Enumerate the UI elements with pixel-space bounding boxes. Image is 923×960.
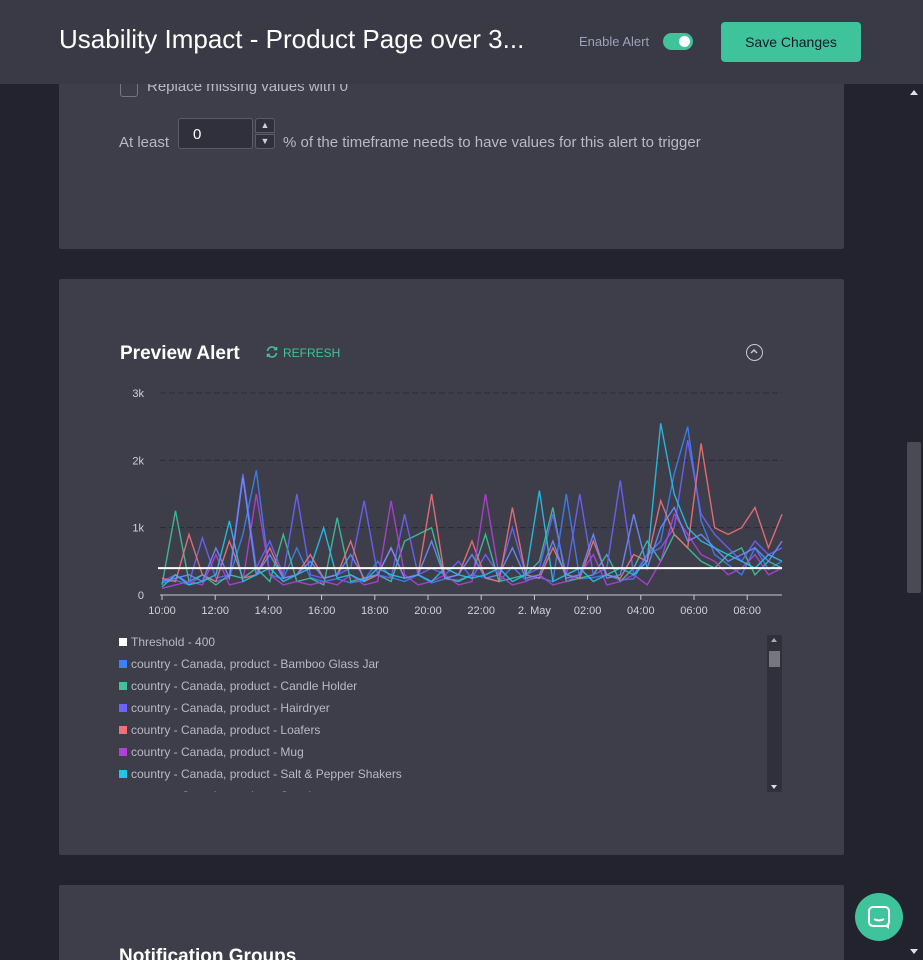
enable-alert-toggle[interactable] [663, 33, 693, 50]
legend-swatch [119, 748, 127, 756]
y-tick-label: 3k [132, 388, 144, 400]
timeframe-label: % of the timeframe needs to have values … [283, 134, 701, 151]
page-scroll-up[interactable] [910, 90, 918, 95]
series-line [161, 493, 783, 589]
preview-chart: 0 1k 2k 3k 10:00 12:00 14:00 16:00 18:00 20:00 22:… [132, 388, 783, 617]
y-tick-label: 0 [138, 590, 144, 602]
collapse-button[interactable] [746, 344, 763, 361]
at-least-input[interactable]: 0 [178, 118, 253, 149]
refresh-button[interactable]: REFRESH [265, 345, 340, 360]
x-tick-label: 16:00 [308, 605, 336, 617]
legend-swatch [119, 770, 127, 778]
legend-item[interactable]: country - Canada, product - Mug [118, 744, 783, 766]
legend-swatch [119, 704, 127, 712]
x-tick-label: 22:00 [467, 605, 495, 617]
legend-swatch [119, 660, 127, 668]
refresh-icon [266, 346, 278, 358]
x-tick-label: 02:00 [574, 605, 602, 617]
chat-launcher-button[interactable] [855, 893, 903, 941]
refresh-label: REFRESH [283, 346, 341, 360]
legend-label: country - Canada, product - Salt & Peppe… [131, 767, 402, 781]
scroll-up-arrow[interactable] [771, 638, 777, 642]
conditions-card: Replace missing values with 0 At least 0… [59, 60, 844, 249]
enable-alert-label: Enable Alert [579, 34, 650, 49]
legend-item[interactable]: country - Canada, product - Salt & Peppe… [118, 766, 783, 788]
legend-item[interactable]: country - Canada, product - Candle Holde… [118, 678, 783, 700]
legend-scroll-thumb[interactable] [769, 651, 780, 667]
preview-alert-card: Preview Alert REFRESH 0 1k 2k 3k 10:00 12:00 1… [59, 279, 844, 855]
legend-label: country - Canada, product - Loafers [131, 723, 321, 737]
legend-item[interactable]: Threshold - 400 [118, 634, 783, 656]
series-line [161, 507, 783, 586]
legend-label: country - Canada, product - Bamboo Glass… [131, 657, 380, 671]
x-tick-label: 14:00 [255, 605, 283, 617]
preview-alert-title: Preview Alert [120, 343, 240, 364]
x-tick-label: 08:00 [733, 605, 761, 617]
x-tick-label: 06:00 [680, 605, 708, 617]
chat-icon [868, 906, 890, 929]
increment-button[interactable]: ▲ [255, 118, 275, 133]
top-bar: Usability Impact - Product Page over 3..… [0, 0, 923, 84]
x-tick-label: 18:00 [361, 605, 389, 617]
notification-groups-card: Notification Groups [59, 885, 844, 960]
legend-item[interactable]: country - Canada, product - Sneakers [118, 788, 783, 792]
page-scroll-down[interactable] [910, 949, 918, 954]
legend-label: country - Canada, product - Mug [131, 745, 304, 759]
x-tick-label: 04:00 [627, 605, 655, 617]
chevron-up-icon [750, 348, 758, 354]
legend-swatch [119, 638, 127, 646]
chart-legend: Threshold - 400 country - Canada, product… [118, 634, 783, 792]
x-tick-label: 12:00 [201, 605, 229, 617]
notification-groups-title: Notification Groups [119, 946, 297, 960]
decrement-button[interactable]: ▼ [255, 134, 275, 149]
x-tick-label: 20:00 [414, 605, 442, 617]
x-tick-label: 10:00 [148, 605, 176, 617]
legend-label: Threshold - 400 [131, 635, 216, 649]
legend-swatch [119, 726, 127, 734]
at-least-label: At least [119, 134, 170, 151]
page-title: Usability Impact - Product Page over 3..… [59, 24, 525, 54]
legend-scrollbar[interactable] [767, 635, 782, 792]
legend-item[interactable]: country - Canada, product - Loafers [118, 722, 783, 744]
legend-item[interactable]: country - Canada, product - Bamboo Glass… [118, 656, 783, 678]
x-tick-label: 2. May [518, 605, 552, 617]
legend-label: country - Canada, product - Sneakers [131, 789, 331, 792]
toggle-knob [679, 36, 690, 47]
scroll-down-arrow[interactable] [771, 785, 777, 789]
legend-label: country - Canada, product - Hairdryer [131, 701, 330, 715]
save-changes-button[interactable]: Save Changes [721, 22, 861, 62]
page-scrollbar[interactable] [905, 84, 923, 960]
legend-item[interactable]: country - Canada, product - Hairdryer [118, 700, 783, 722]
series-line [161, 443, 783, 583]
legend-swatch [119, 682, 127, 690]
y-tick-label: 1k [132, 523, 144, 535]
series-line [161, 477, 783, 583]
page-scroll-thumb[interactable] [907, 442, 921, 593]
y-tick-label: 2k [132, 455, 144, 467]
legend-label: country - Canada, product - Candle Holde… [131, 679, 358, 693]
series-line [161, 423, 783, 588]
